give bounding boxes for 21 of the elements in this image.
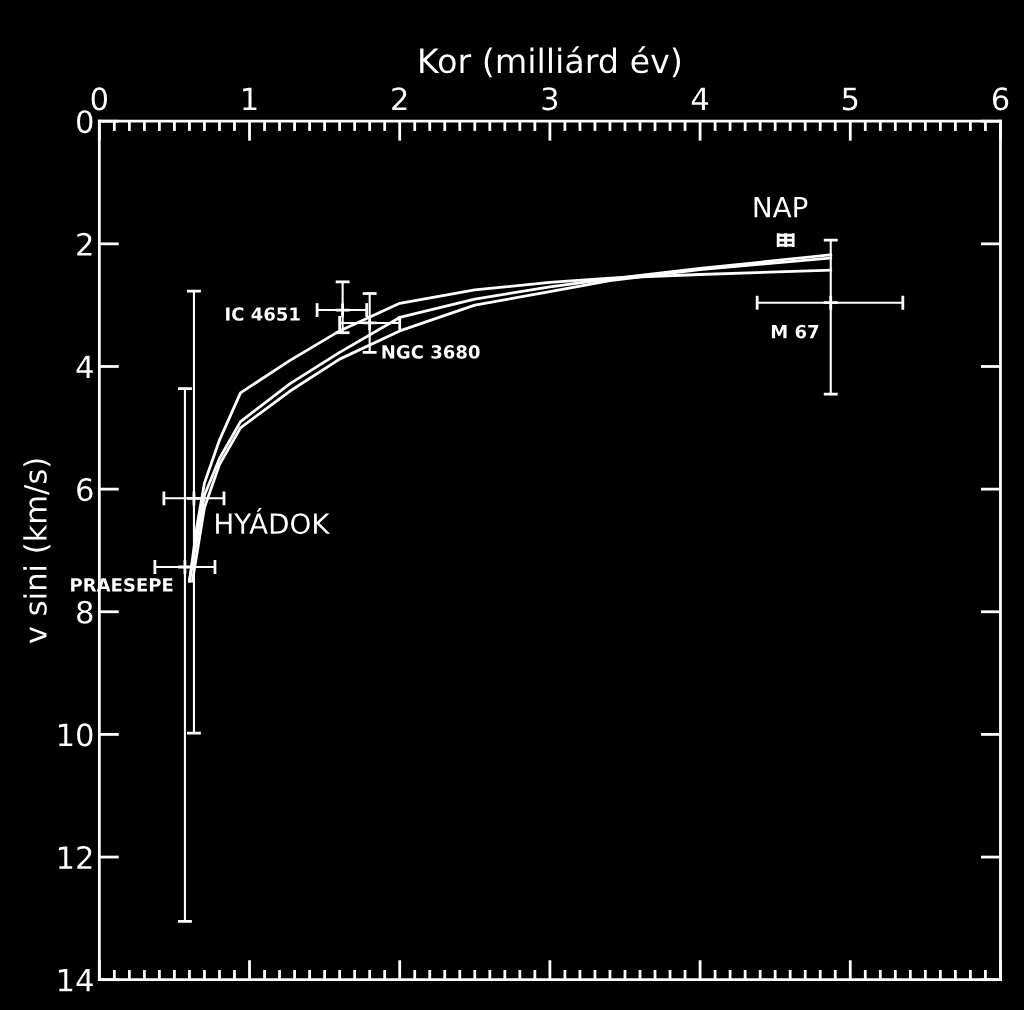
y-tick-label: 0	[77, 110, 93, 134]
x-tick-label: 5	[842, 87, 858, 111]
x-tick-label: 3	[542, 87, 558, 111]
x-tick-label: 2	[392, 87, 407, 110]
y-tick-label: 8	[77, 600, 93, 624]
x-tick-label: 1	[243, 87, 257, 110]
annotation: M 67	[771, 324, 819, 339]
y-tick-label: 2	[77, 232, 92, 256]
annotation: NGC 3680	[382, 345, 480, 359]
y-tick-label: 4	[76, 355, 93, 379]
y-axis-title: v sini (km/s)	[23, 459, 51, 644]
y-tick-label: 14	[58, 969, 93, 992]
x-tick-label: 4	[691, 87, 709, 110]
y-tick-label: 10	[58, 723, 93, 747]
annotation: IC 4651	[226, 307, 300, 321]
y-tick-label: 6	[77, 478, 93, 502]
annotation: NAP	[754, 197, 808, 218]
x-tick-label: 6	[992, 87, 1009, 111]
annotation: HYÁDOK	[216, 508, 331, 535]
x-axis-title: Kor (milliárd év)	[420, 46, 680, 78]
y-tick-label: 12	[58, 845, 92, 869]
